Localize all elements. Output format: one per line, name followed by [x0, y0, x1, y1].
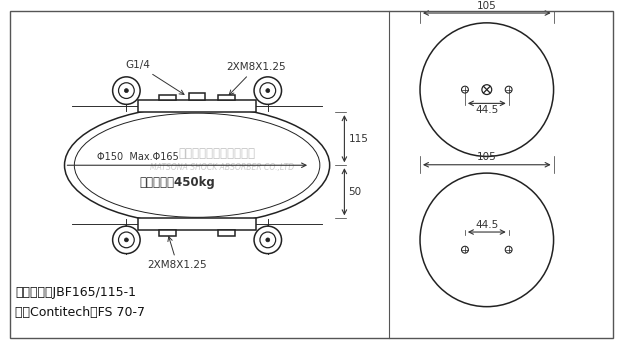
Circle shape	[420, 173, 554, 307]
Circle shape	[118, 232, 134, 248]
Circle shape	[113, 77, 140, 104]
Text: 44.5: 44.5	[475, 105, 498, 115]
Text: 2XM8X1.25: 2XM8X1.25	[148, 237, 207, 270]
Circle shape	[266, 238, 270, 242]
Circle shape	[254, 77, 282, 104]
Bar	[189, 93, 205, 100]
Circle shape	[118, 83, 134, 98]
Ellipse shape	[65, 106, 330, 224]
Circle shape	[505, 246, 512, 253]
Text: 对应Contitech：FS 70-7: 对应Contitech：FS 70-7	[16, 306, 145, 319]
Circle shape	[116, 120, 190, 195]
Text: 产品型号：JBF165/115-1: 产品型号：JBF165/115-1	[16, 286, 136, 299]
Bar	[217, 95, 235, 100]
Circle shape	[462, 86, 468, 93]
Circle shape	[266, 88, 270, 93]
Text: 上海松夏振震器有限公司: 上海松夏振震器有限公司	[178, 147, 255, 160]
Circle shape	[125, 238, 128, 242]
Circle shape	[125, 88, 128, 93]
Circle shape	[254, 226, 282, 253]
Circle shape	[260, 83, 275, 98]
Circle shape	[260, 232, 275, 248]
Text: MATSONA SHOCK ABSORBER CO.,LTD: MATSONA SHOCK ABSORBER CO.,LTD	[150, 163, 293, 172]
Text: 105: 105	[477, 1, 497, 11]
Bar	[159, 95, 176, 100]
Text: Φ150  Max.Φ165: Φ150 Max.Φ165	[97, 152, 179, 162]
Text: 115: 115	[348, 134, 368, 144]
Circle shape	[462, 246, 468, 253]
Text: G1/4: G1/4	[126, 60, 184, 94]
Bar	[138, 218, 256, 230]
Circle shape	[420, 23, 554, 156]
Text: 44.5: 44.5	[475, 220, 498, 230]
Text: 最大承载：450kg: 最大承载：450kg	[140, 176, 216, 189]
Circle shape	[482, 85, 492, 95]
Circle shape	[113, 226, 140, 253]
Bar	[159, 230, 176, 236]
Circle shape	[505, 86, 512, 93]
Bar	[138, 100, 256, 112]
Bar	[217, 230, 235, 236]
Text: 105: 105	[477, 152, 497, 162]
Text: 50: 50	[348, 187, 361, 197]
Text: 2XM8X1.25: 2XM8X1.25	[226, 62, 286, 95]
